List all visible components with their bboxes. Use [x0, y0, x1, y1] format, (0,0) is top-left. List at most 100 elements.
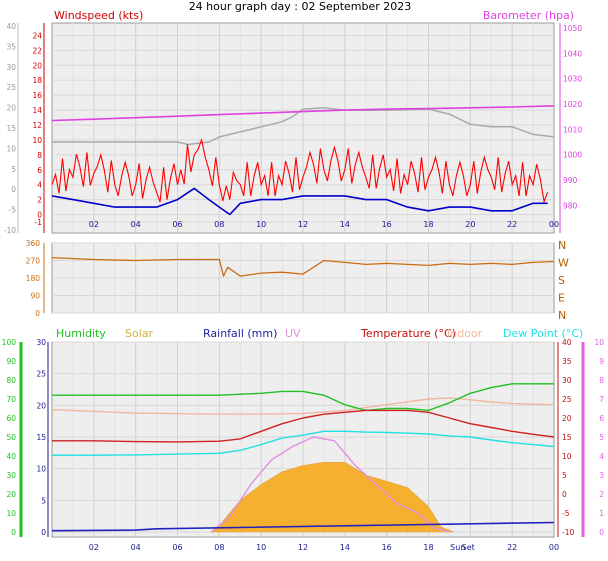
main-tick-10: 10: [36, 465, 46, 474]
compass-label-3: E: [558, 292, 565, 305]
direction-tick-360: 360: [26, 239, 41, 248]
solar-area: [210, 462, 454, 533]
wind-xtick-6: 14: [340, 220, 350, 229]
wind-tick-16: 16: [32, 91, 42, 100]
multi-xtick-2: 06: [172, 543, 182, 552]
legend-temperature: Temperature (°C): [360, 327, 456, 340]
multi-series: [51, 383, 555, 533]
outer-tick-20: 20: [6, 104, 16, 113]
compass-label-1: W: [558, 257, 569, 270]
wind-tick-20: 20: [32, 61, 42, 70]
multi-xtick-6: 14: [340, 543, 350, 552]
multi-xtick-4: 10: [256, 543, 266, 552]
uv-tick-3: 3: [599, 471, 604, 480]
wind-tick--1: -1: [35, 218, 43, 227]
main-tick-5: 5: [41, 496, 46, 505]
humidity-tick-80: 80: [6, 376, 16, 385]
wind-gust-line: [51, 137, 549, 204]
temperature-line: [52, 409, 555, 443]
multi-xtick-5: 12: [298, 543, 308, 552]
uv-tick-1: 1: [599, 509, 604, 518]
uv-line: [210, 436, 450, 533]
main-tick-30: 30: [36, 338, 46, 347]
wind-xtick-4: 10: [256, 220, 266, 229]
compass-label-0: N: [558, 239, 566, 252]
temp-tick-10: 10: [562, 452, 572, 461]
wind-xtick-5: 12: [298, 220, 308, 229]
barometer-line: [51, 105, 555, 122]
legend-solar: Solar: [125, 327, 154, 340]
solar-fill: [210, 462, 454, 533]
temp-tick-25: 25: [562, 395, 572, 404]
wind-tick-4: 4: [37, 181, 42, 190]
multi-xtick-0: 02: [89, 543, 99, 552]
multi-xtick-7: 16: [382, 543, 392, 552]
uv-tick-8: 8: [599, 376, 604, 385]
dewpoint-line: [52, 430, 555, 456]
wind-average-line: [51, 187, 548, 216]
multi-xtick-11: 22: [507, 543, 517, 552]
direction-series: [51, 256, 555, 277]
wind-xtick-2: 06: [172, 220, 182, 229]
outer-tick-0: 0: [11, 185, 16, 194]
wind-tick-18: 18: [32, 76, 42, 85]
indoor-line: [51, 397, 555, 415]
outer-tick--5: -5: [9, 206, 17, 215]
outer-tick-10: 10: [6, 144, 16, 153]
wind-baro-panel: Windspeed (kts) Barometer (hpa) -1024681…: [4, 9, 583, 235]
baro-tick-1000: 1000: [563, 151, 582, 160]
wind-xtick-8: 18: [423, 220, 433, 229]
wind-xtick-1: 04: [131, 220, 141, 229]
rainfall-line: [51, 521, 555, 532]
outer-tick-15: 15: [6, 124, 16, 133]
outer-tick-25: 25: [6, 83, 16, 92]
baro-tick-1050: 1050: [563, 24, 582, 33]
wind-tick-24: 24: [32, 31, 42, 40]
uv-tick-4: 4: [599, 452, 604, 461]
legend-dewpoint: Dew Point (°C): [503, 327, 583, 340]
multi-panel: Humidity Solar Rainfall (mm) UV Temperat…: [2, 327, 605, 552]
wind-tick-2: 2: [37, 196, 42, 205]
outer-tick-35: 35: [6, 42, 16, 51]
wind-tick-12: 12: [32, 121, 42, 130]
wind-tick-14: 14: [32, 106, 42, 115]
temp-tick--5: -5: [562, 509, 570, 518]
outer-tick-5: 5: [11, 165, 16, 174]
multi-xtick-12: 00: [549, 543, 559, 552]
wind-xtick-10: 22: [507, 220, 517, 229]
uv-tick-7: 7: [599, 395, 604, 404]
wind-baro-axis-ticks: -1024681012141618202224-10-5051015202530…: [4, 22, 583, 235]
temp-tick-15: 15: [562, 433, 572, 442]
outer-tick-30: 30: [6, 63, 16, 72]
baro-tick-990: 990: [563, 176, 578, 185]
uv-tick-9: 9: [599, 357, 604, 366]
temp-tick-30: 30: [562, 376, 572, 385]
barometer-axis-label: Barometer (hpa): [483, 9, 574, 22]
humidity-tick-30: 30: [6, 471, 16, 480]
windspeed-axis-label: Windspeed (kts): [54, 9, 143, 22]
temp-tick-35: 35: [562, 357, 572, 366]
direction-tick-270: 270: [26, 257, 41, 266]
compass-label-2: S: [558, 274, 565, 287]
baro-tick-1010: 1010: [563, 125, 582, 134]
wind-tick-0: 0: [37, 211, 42, 220]
wind-xtick-3: 08: [214, 220, 224, 229]
legend-humidity: Humidity: [56, 327, 106, 340]
wind-xtick-11: 00: [549, 220, 559, 229]
direction-tick-0: 0: [35, 309, 40, 318]
uv-tick-10: 10: [594, 338, 604, 347]
humidity-tick-100: 100: [2, 338, 17, 347]
legend-uv: UV: [285, 327, 301, 340]
temp-tick-40: 40: [562, 338, 572, 347]
legend-indoor: Indoor: [447, 327, 483, 340]
uv-tick-2: 2: [599, 490, 604, 499]
temp-tick-0: 0: [562, 490, 567, 499]
humidity-tick-60: 60: [6, 414, 16, 423]
humidity-line: [52, 383, 554, 412]
humidity-tick-20: 20: [6, 490, 16, 499]
baro-tick-1040: 1040: [563, 49, 582, 58]
temp-tick-5: 5: [562, 471, 567, 480]
main-tick-20: 20: [36, 401, 46, 410]
multi-xtick-10: Set: [462, 543, 475, 552]
